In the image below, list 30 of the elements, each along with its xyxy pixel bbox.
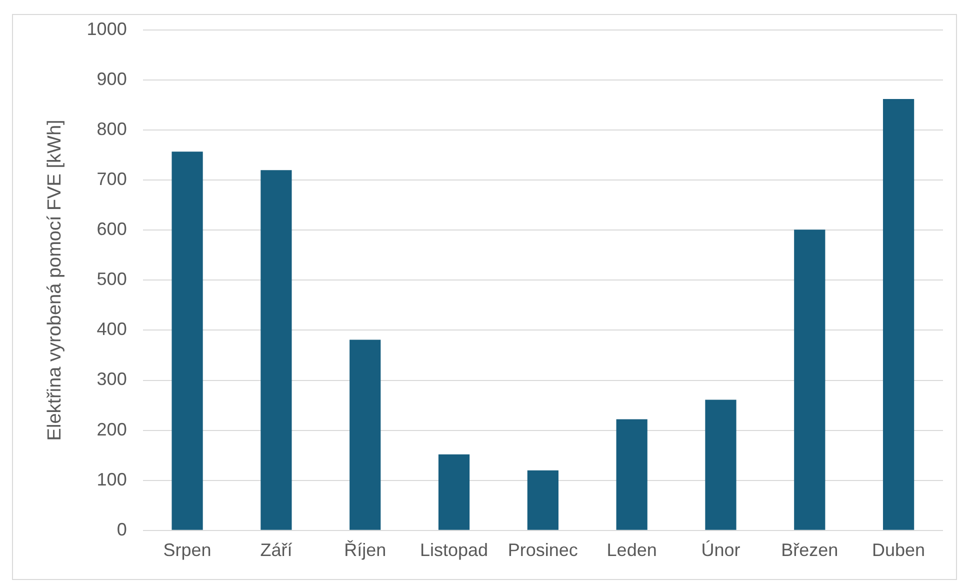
bar [794,230,826,530]
x-tick-label: Duben [872,540,926,560]
x-tick-label: Září [260,540,292,560]
y-tick-label: 1000 [86,18,127,39]
y-axis-title: Elektřina vyrobená pomocí FVE [kWh] [44,120,66,441]
bar [882,99,914,530]
y-tick-label: 900 [96,69,127,90]
x-tick-label: Březen [781,540,838,560]
y-tick-label: 500 [96,269,127,290]
bar [616,419,648,530]
bar [705,400,736,530]
x-tick-label: Únor [701,540,740,560]
y-tick-label: 200 [96,419,127,440]
x-tick-label: Srpen [163,540,212,560]
y-tick-label: 0 [116,519,127,540]
y-tick-label: 400 [96,319,127,340]
y-tick-label: 100 [96,469,127,490]
x-tick-label: Říjen [344,540,386,560]
bar [438,454,470,530]
bar [527,470,558,530]
x-tick-label: Leden [606,540,657,560]
bar [260,170,292,530]
x-tick-label: Prosinec [508,540,578,560]
bar [350,340,381,530]
y-tick-label: 600 [96,219,127,240]
y-tick-label: 700 [96,169,127,190]
x-tick-label: Listopad [420,540,488,560]
y-tick-label: 300 [96,369,127,390]
y-tick-label: 800 [96,119,127,140]
bar [172,152,203,530]
